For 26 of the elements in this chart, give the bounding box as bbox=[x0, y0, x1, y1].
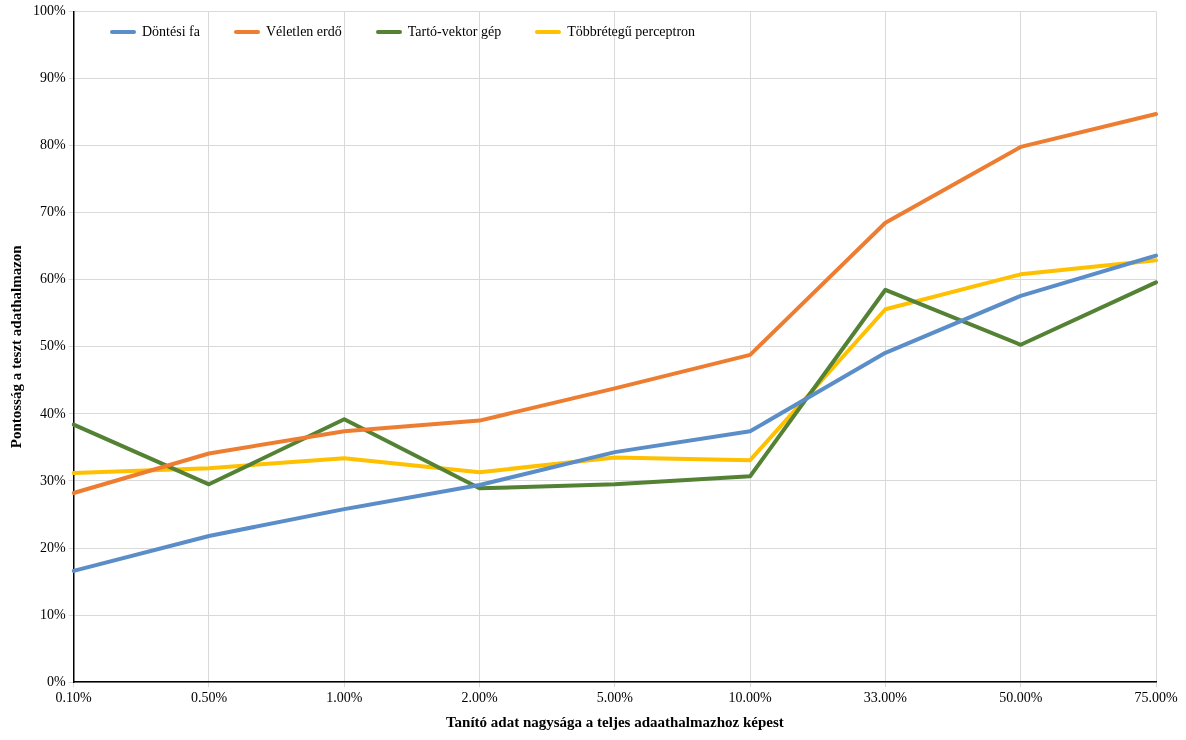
y-tick-label: 80% bbox=[39, 137, 66, 153]
y-tick-label: 10% bbox=[39, 606, 66, 622]
x-tick-label: 0.50% bbox=[190, 690, 228, 706]
x-tick-label: 33.00% bbox=[863, 690, 908, 706]
x-tick-label: 5.00% bbox=[596, 690, 634, 706]
x-tick-label: 0.10% bbox=[55, 690, 93, 706]
y-tick-label: 100% bbox=[32, 3, 66, 19]
y-tick-label: 90% bbox=[39, 70, 66, 86]
y-tick-label: 50% bbox=[39, 338, 66, 354]
y-tick-label: 60% bbox=[39, 271, 66, 287]
legend-label: Véletlen erdő bbox=[265, 24, 342, 40]
x-tick-label: 10.00% bbox=[728, 690, 773, 706]
y-axis-title: Pontosság a teszt adathalmazon bbox=[7, 244, 24, 449]
y-tick-label: 20% bbox=[39, 539, 66, 555]
y-tick-label: 30% bbox=[39, 472, 66, 488]
x-tick-label: 75.00% bbox=[1134, 690, 1178, 706]
x-tick-label: 2.00% bbox=[461, 690, 498, 706]
legend-label: Döntési fa bbox=[142, 24, 200, 40]
x-tick-label: 1.00% bbox=[326, 690, 363, 706]
y-tick-label: 0% bbox=[46, 673, 66, 689]
legend-label: Többrétegű perceptron bbox=[567, 24, 696, 40]
y-tick-label: 40% bbox=[39, 405, 66, 421]
y-tick-label: 70% bbox=[39, 204, 66, 220]
x-tick-label: 50.00% bbox=[999, 690, 1043, 706]
legend-label: Tartó-vektor gép bbox=[407, 24, 502, 40]
x-axis-title: Tanító adat nagysága a teljes adaathalmazhoz képest bbox=[445, 713, 784, 730]
